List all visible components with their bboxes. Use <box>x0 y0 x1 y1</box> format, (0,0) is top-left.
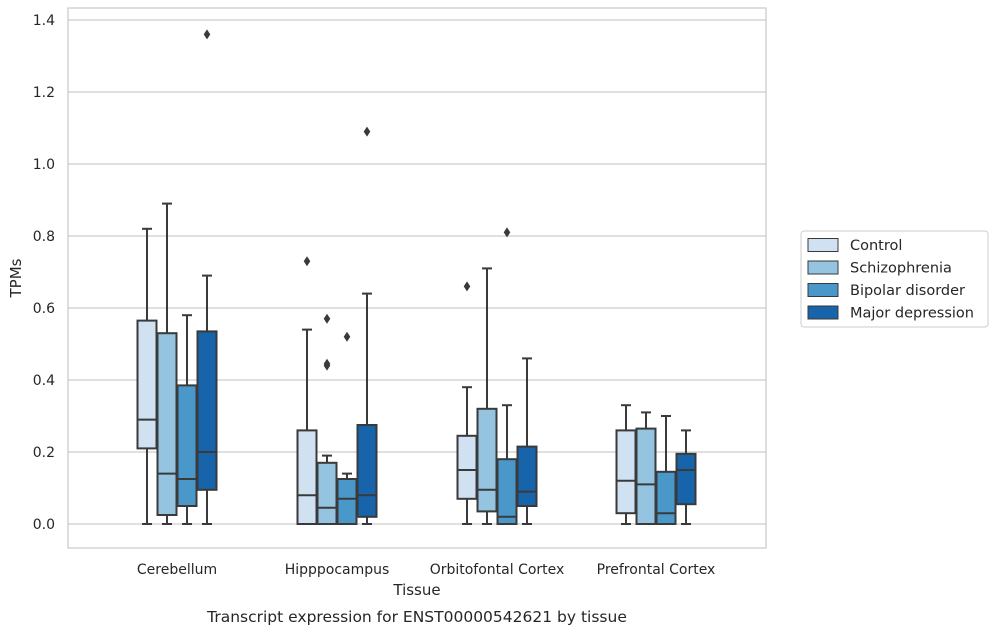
iqr-box <box>136 319 158 450</box>
outlier-point <box>343 331 351 342</box>
box-prefrontal-cortex-major-depression <box>675 429 697 525</box>
box-orbitofontal-cortex-control <box>456 281 478 525</box>
outlier-point <box>503 227 511 238</box>
legend-item-bipolar-disorder: Bipolar disorder <box>807 283 965 299</box>
x-axis-ticks: Cerebellum Hipppocampus Orbitofontal Corte… <box>137 562 715 578</box>
x-tick-label: Prefrontal Cortex <box>597 562 716 578</box>
iqr-box <box>196 330 218 491</box>
box-prefrontal-cortex-schizophrenia <box>635 411 657 526</box>
legend: Control Schizophrenia Bipolar disorder Majo… <box>800 230 989 328</box>
chart-caption: Transcript expression for ENST0000054262… <box>206 608 627 626</box>
iqr-box <box>316 461 338 525</box>
legend-label: Bipolar disorder <box>850 283 965 299</box>
box-cerebellum-control <box>136 227 158 525</box>
y-tick-label: 1.4 <box>33 13 55 29</box>
y-tick-label: 0.0 <box>33 517 55 533</box>
iqr-box <box>615 429 637 515</box>
legend-item-schizophrenia: Schizophrenia <box>807 260 952 277</box>
box-hipppocampus-schizophrenia <box>316 313 338 525</box>
iqr-box <box>456 434 478 500</box>
y-tick-label: 1.2 <box>33 85 55 101</box>
iqr-box <box>156 332 178 517</box>
outlier-point <box>363 126 371 137</box>
box-hipppocampus-major-depression <box>356 126 378 525</box>
box-orbitofontal-cortex-bipolar-disorder <box>496 227 518 526</box>
plot-frame <box>67 7 767 549</box>
iqr-box <box>296 429 318 525</box>
y-tick-label: 0.6 <box>33 301 55 317</box>
iqr-box <box>496 458 518 526</box>
box-cerebellum-major-depression <box>196 29 218 525</box>
y-tick-label: 0.8 <box>33 229 55 245</box>
iqr-box <box>516 445 538 508</box>
legend-frame <box>800 230 989 328</box>
legend-item-control: Control <box>807 238 902 254</box>
legend-item-major-depression: Major depression <box>807 305 974 322</box>
box-series <box>136 29 697 526</box>
iqr-box <box>655 470 677 525</box>
outlier-point <box>323 358 331 369</box>
legend-label: Schizophrenia <box>850 261 952 277</box>
legend-swatch <box>807 283 839 297</box>
y-tick-label: 1.0 <box>33 157 55 173</box>
box-cerebellum-schizophrenia <box>156 202 178 525</box>
legend-swatch <box>807 305 839 320</box>
iqr-box <box>635 427 657 526</box>
box-orbitofontal-cortex-schizophrenia <box>476 267 498 525</box>
y-tick-label: 0.2 <box>33 445 55 461</box>
outlier-point <box>203 29 211 40</box>
x-axis-label: Tissue <box>392 581 440 599</box>
x-tick-label: Orbitofontal Cortex <box>430 562 565 578</box>
iqr-box <box>356 424 378 518</box>
iqr-box <box>336 478 358 525</box>
box-prefrontal-cortex-control <box>615 404 637 525</box>
legend-label: Major depression <box>850 306 974 322</box>
y-axis-label: TPMs <box>7 258 25 298</box>
y-tick-label: 0.4 <box>33 373 55 389</box>
legend-swatch <box>807 238 839 252</box>
outlier-point <box>303 256 311 267</box>
iqr-box <box>476 407 498 513</box>
iqr-box <box>176 384 198 507</box>
legend-label: Control <box>850 238 902 254</box>
legend-swatch <box>807 260 839 275</box>
x-tick-label: Hipppocampus <box>285 562 390 578</box>
box-orbitofontal-cortex-major-depression <box>516 357 538 525</box>
x-tick-label: Cerebellum <box>137 562 217 578</box>
outlier-point <box>323 313 331 324</box>
iqr-box <box>675 452 697 506</box>
outlier-point <box>463 281 471 292</box>
y-axis-ticks: 0.0 0.2 0.4 0.6 0.8 1.0 1.2 1.4 <box>33 13 55 533</box>
